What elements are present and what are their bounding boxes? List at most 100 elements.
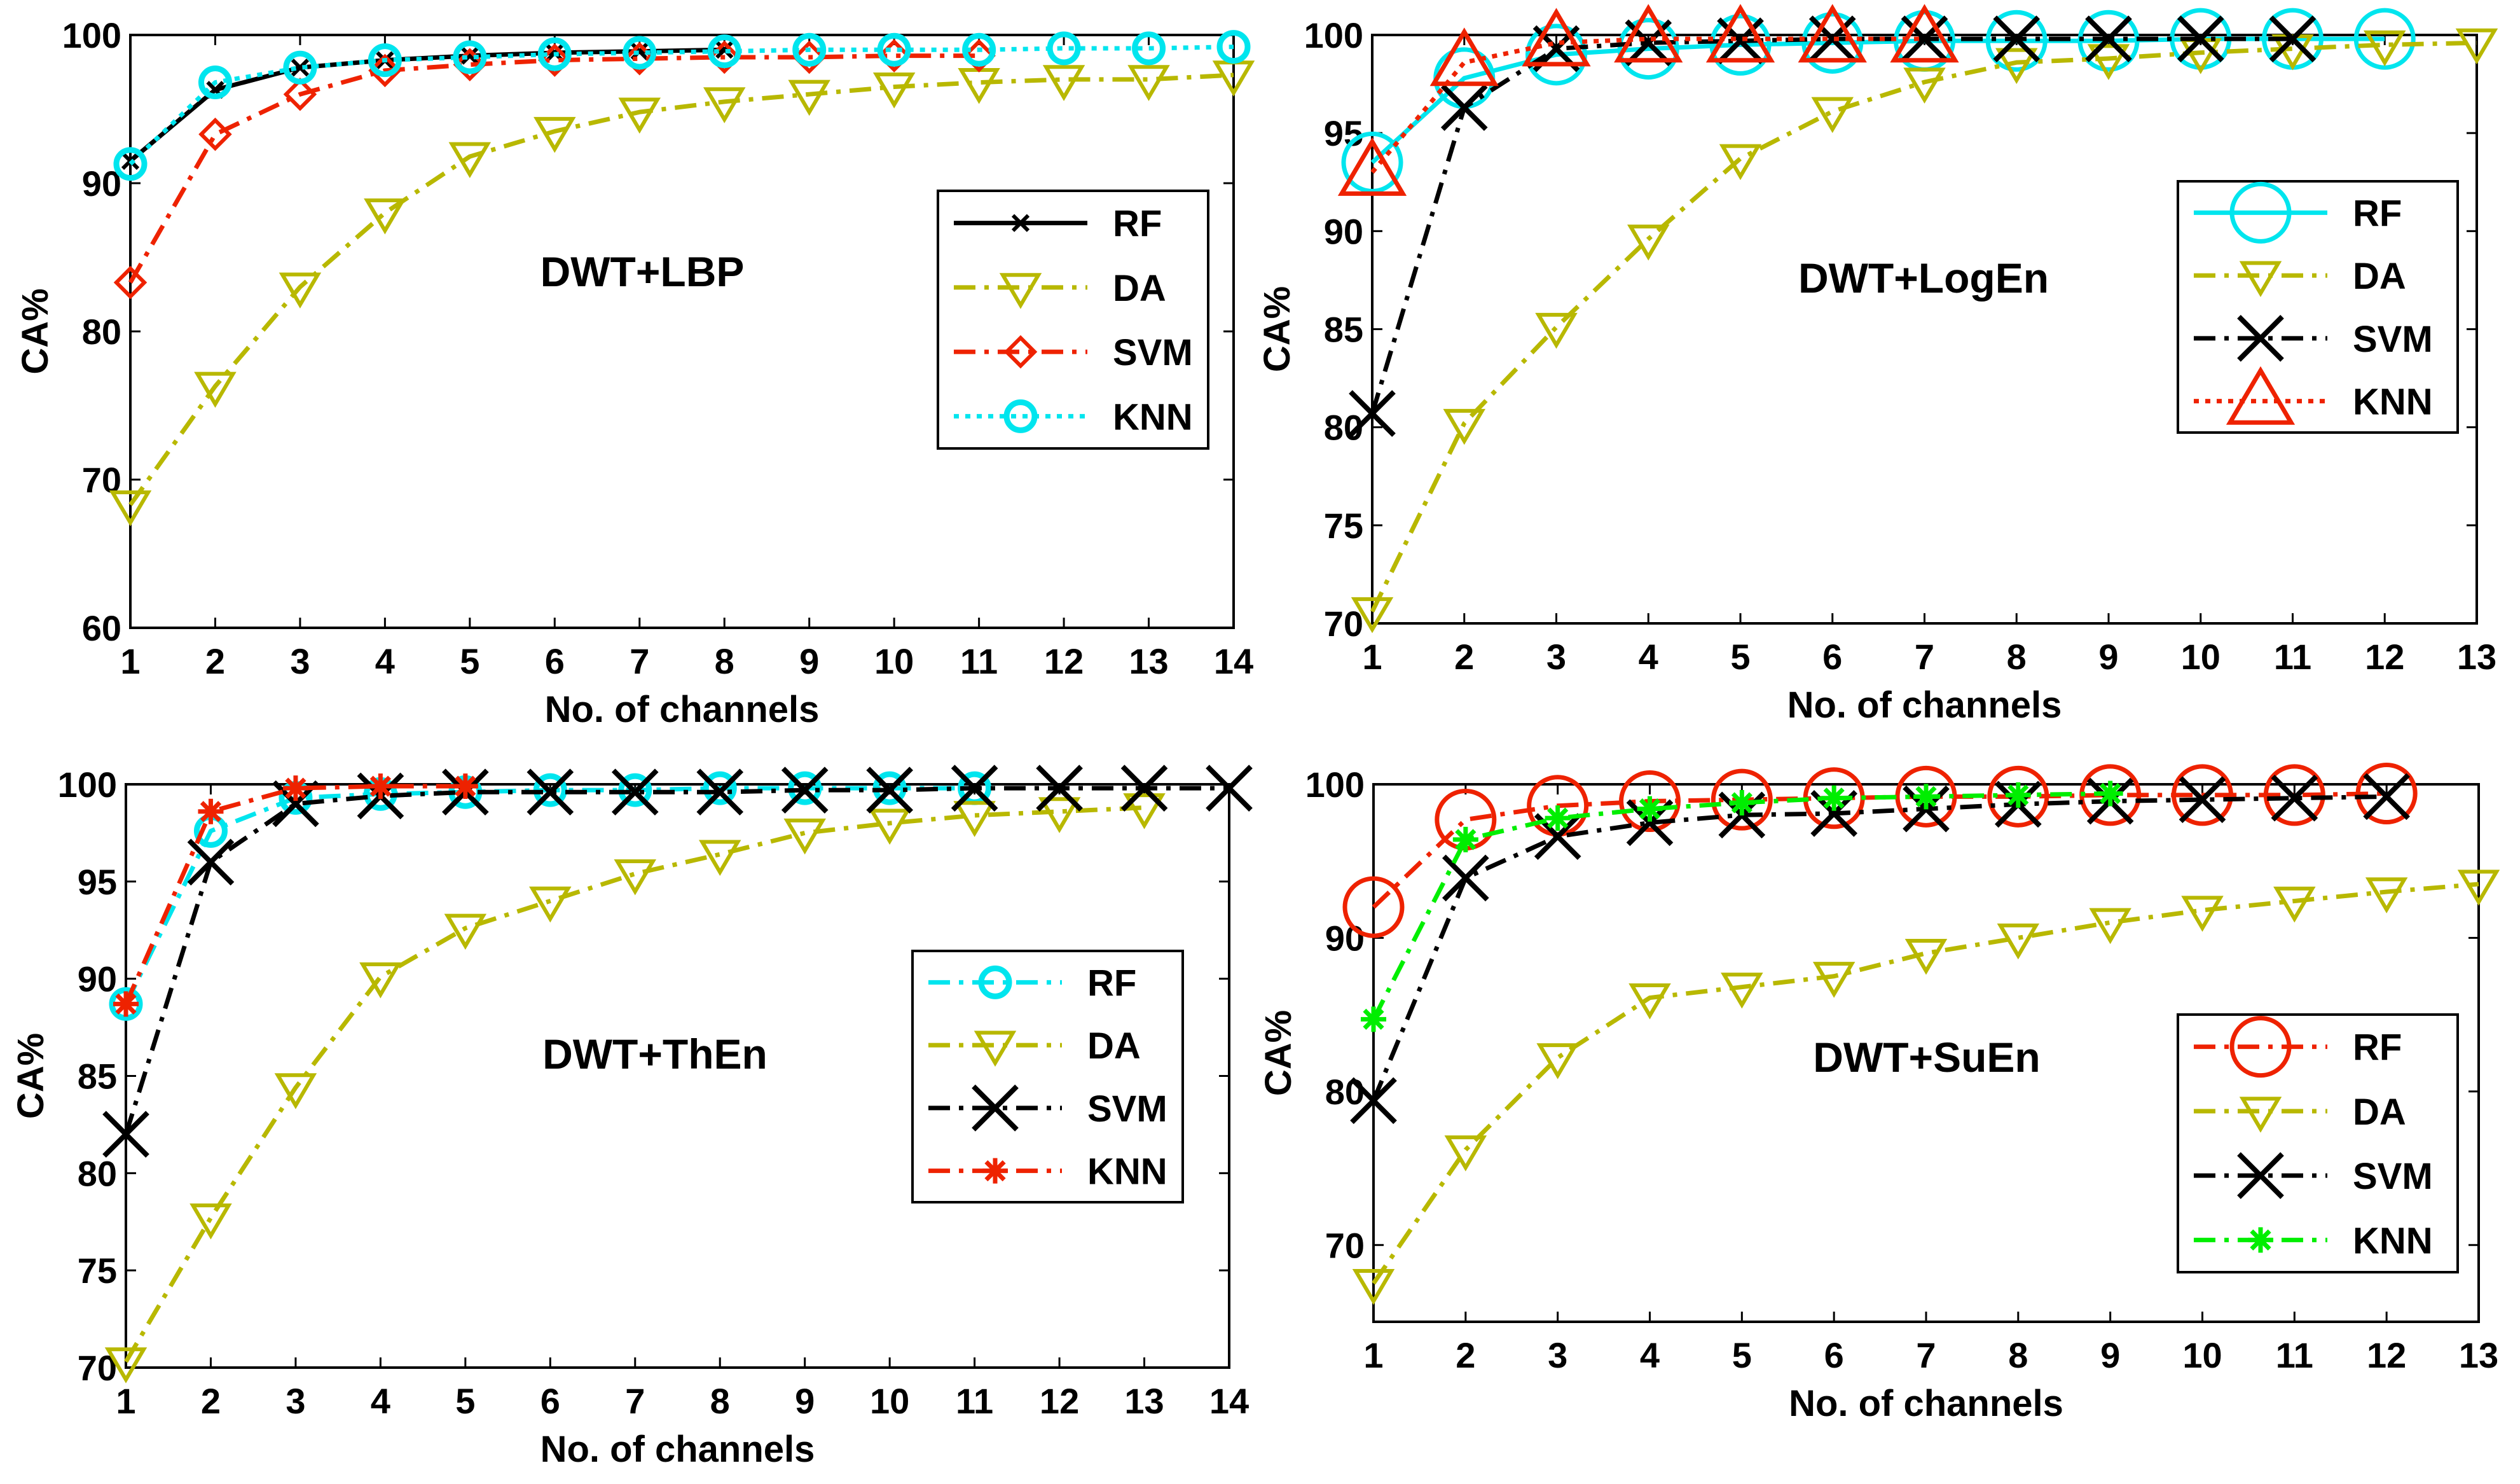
data-point — [291, 59, 310, 77]
marker-x — [1993, 15, 2041, 62]
data-point — [534, 116, 576, 153]
legend: RF DA SVM KNN — [911, 950, 1184, 1203]
marker-x — [2085, 15, 2132, 62]
marker-circle — [2172, 764, 2233, 826]
marker-circle — [453, 40, 487, 74]
marker-x — [2271, 774, 2318, 822]
marker-x — [611, 768, 659, 816]
data-point — [1903, 67, 1946, 104]
marker-diamond — [1003, 335, 1038, 369]
marker-circle — [703, 771, 737, 805]
data-point — [368, 773, 394, 800]
data-point — [1123, 793, 1166, 829]
marker-circle — [1619, 770, 1681, 833]
x-tick-label: 12 — [1044, 641, 1084, 681]
marker-x — [1206, 765, 1253, 812]
marker-triangle-up — [1614, 4, 1683, 63]
marker-diamond — [453, 48, 487, 81]
chart-title: DWT+ThEn — [542, 1030, 768, 1078]
data-point — [453, 48, 487, 81]
legend-item: SVM — [954, 332, 1193, 373]
data-point — [614, 859, 657, 896]
marker-diamond — [113, 265, 148, 300]
legend-label: RF — [1087, 962, 1136, 1004]
marker-x — [1625, 19, 1672, 67]
x-tick-label: 11 — [956, 1381, 993, 1421]
series-line-svm — [123, 786, 1229, 1135]
x-tick-label: 10 — [874, 641, 914, 681]
data-point — [1042, 65, 1085, 101]
y-axis-label: CA% — [1257, 286, 1298, 372]
data-point — [1717, 17, 1764, 65]
x-tick-label: 13 — [1129, 641, 1168, 681]
marker-triangle-down — [1627, 225, 1670, 261]
data-point — [1206, 765, 1253, 812]
data-point — [113, 265, 148, 300]
legend-box — [911, 950, 1184, 1203]
x-tick-label: 5 — [460, 641, 479, 681]
marker-x — [951, 765, 998, 812]
data-point — [2365, 877, 2408, 913]
x-tick-label: 2 — [1454, 637, 1474, 677]
marker-triangle-up — [1522, 8, 1591, 67]
data-point — [1619, 770, 1681, 833]
marker-x — [1011, 214, 1030, 232]
y-axis-label: CA% — [10, 1033, 52, 1119]
marker-x — [460, 46, 479, 65]
legend-item: SVM — [928, 1085, 1167, 1132]
series-line-svm — [128, 53, 979, 284]
data-point — [715, 41, 734, 59]
x-tick-label: 6 — [1824, 1335, 1844, 1375]
legend-item: RF — [2194, 181, 2402, 244]
data-point — [2097, 780, 2123, 807]
legend-label: RF — [2353, 1027, 2402, 1069]
data-point — [189, 1203, 232, 1240]
marker-triangle-down — [614, 859, 657, 896]
marker-x — [781, 766, 829, 814]
marker-circle — [2229, 181, 2292, 244]
marker-circle — [1525, 24, 1587, 86]
x-tick-label: 6 — [1822, 637, 1842, 677]
marker-circle — [1342, 876, 1405, 938]
marker-triangle-down — [953, 801, 996, 837]
series-line-knn — [123, 784, 465, 1005]
data-point — [1120, 765, 1168, 812]
y-tick-label: 70 — [1324, 604, 1363, 644]
data-point — [1811, 97, 1854, 134]
legend-label: KNN — [2353, 1220, 2433, 1261]
data-point — [364, 198, 406, 235]
data-point — [1342, 876, 1405, 938]
y-tick-label: 60 — [82, 608, 121, 648]
marker-star — [2250, 1229, 2271, 1251]
marker-triangle-down — [1123, 793, 1166, 829]
x-tick-label: 1 — [1362, 637, 1382, 677]
data-point — [1711, 768, 1773, 831]
data-point — [1216, 30, 1251, 64]
data-point — [1536, 1043, 1579, 1079]
x-tick-label: 2 — [201, 1381, 221, 1421]
marker-circle — [109, 987, 143, 1021]
marker-triangle-down — [1719, 144, 1762, 181]
data-point — [1812, 962, 1856, 998]
data-point — [1995, 48, 2038, 85]
data-point — [1614, 4, 1683, 63]
marker-triangle-down — [189, 1203, 232, 1240]
data-point — [368, 53, 402, 88]
marker-star — [369, 775, 392, 797]
data-point — [537, 37, 572, 71]
x-tick-label: 1 — [120, 641, 140, 681]
data-point — [1821, 785, 1847, 811]
marker-triangle-down — [1535, 312, 1578, 349]
data-point — [1904, 938, 1948, 975]
legend-item: KNN — [928, 1151, 1167, 1193]
marker-triangle-up — [1429, 27, 1499, 87]
x-tick-label: 3 — [286, 1381, 305, 1421]
legend-label: KNN — [1087, 1151, 1167, 1193]
marker-triangle-up — [1798, 4, 1867, 63]
data-point — [2457, 870, 2500, 906]
data-point — [2455, 28, 2498, 65]
marker-triangle-down — [274, 1073, 317, 1109]
x-tick-label: 8 — [710, 1381, 730, 1421]
data-point — [2229, 181, 2292, 244]
